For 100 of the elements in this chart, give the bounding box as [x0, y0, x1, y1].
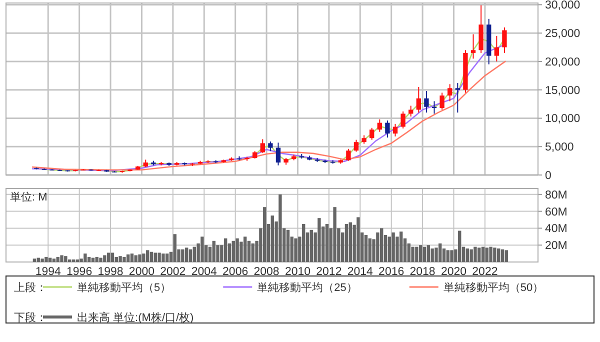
bar: [368, 238, 372, 262]
bar: [110, 252, 114, 262]
x-tick-label: 2006: [222, 266, 248, 278]
legend-title: 上段：: [14, 281, 47, 294]
bar: [400, 232, 403, 262]
bar: [162, 254, 165, 262]
candlestick: [408, 105, 414, 118]
candlestick: [377, 118, 382, 132]
bar: [450, 250, 454, 262]
bar: [106, 252, 110, 262]
bar: [154, 252, 157, 262]
bar: [99, 258, 102, 262]
bar: [325, 224, 329, 262]
bar: [422, 246, 426, 262]
y-tick-label: 80M: [545, 189, 568, 202]
x-tick-label: 1996: [66, 266, 92, 278]
y-tick-label: 60M: [545, 206, 568, 218]
x-tick-label: 2020: [440, 266, 467, 278]
candlestick: [392, 123, 398, 137]
annotation: 単位: M: [10, 192, 48, 204]
bar: [430, 248, 434, 262]
bar: [302, 224, 306, 262]
candlestick: [494, 35, 499, 62]
x-tick-label: 2004: [191, 266, 218, 278]
y-tick-label: 20,000: [545, 56, 580, 68]
bar: [415, 246, 418, 262]
bar: [173, 234, 176, 262]
bar: [181, 249, 184, 262]
bar: [392, 232, 395, 262]
candlestick: [385, 120, 390, 138]
legend-title: 下段：: [14, 312, 47, 324]
bar: [130, 254, 134, 262]
bar: [87, 256, 91, 262]
bar: [493, 248, 496, 262]
bar: [212, 240, 216, 262]
bar: [158, 252, 161, 262]
bar: [318, 218, 321, 262]
bar: [118, 256, 122, 262]
bar: [426, 245, 430, 262]
bar: [165, 254, 169, 262]
bar: [142, 254, 146, 262]
bar: [438, 243, 442, 262]
bar: [474, 246, 477, 262]
bar: [76, 259, 79, 262]
candlestick: [455, 82, 460, 114]
candlestick: [440, 92, 444, 110]
bar: [134, 255, 138, 262]
bar: [458, 230, 462, 262]
bar: [122, 256, 126, 262]
bar: [286, 230, 290, 262]
bar: [504, 250, 508, 262]
bar: [224, 238, 228, 262]
x-tick-label: 2002: [160, 266, 186, 278]
bar: [243, 236, 247, 262]
bar: [497, 248, 500, 262]
candlestick: [424, 90, 429, 114]
legend-label: 単純移動平均（25）: [257, 282, 358, 294]
y-tick-label: 0: [545, 170, 552, 182]
bar: [262, 207, 266, 262]
legend-label: 単純移動平均（50）: [443, 282, 544, 294]
bar: [333, 207, 336, 262]
bar: [356, 217, 360, 262]
bar: [500, 249, 504, 262]
y-tick-label: 5,000: [545, 142, 574, 154]
x-tick-label: 2010: [284, 266, 311, 278]
bar: [419, 245, 422, 262]
bar: [380, 228, 384, 262]
bar: [388, 236, 391, 262]
bar: [376, 232, 380, 262]
bar: [344, 224, 348, 262]
bar: [200, 236, 204, 262]
bar: [294, 238, 298, 262]
bar: [32, 258, 36, 262]
candlestick: [470, 34, 476, 60]
bar: [146, 250, 150, 262]
bar: [84, 254, 87, 262]
bar: [64, 256, 68, 262]
x-tick-label: 2016: [378, 266, 404, 278]
bar: [247, 240, 251, 262]
bar: [150, 252, 154, 262]
y-tick-label: 30,000: [545, 0, 580, 12]
bar: [251, 243, 254, 262]
bar: [236, 238, 239, 262]
bar: [72, 259, 76, 262]
x-tick-label: 2014: [347, 266, 374, 278]
bar: [52, 258, 56, 262]
candlestick: [346, 148, 351, 162]
bar: [434, 248, 438, 262]
bar: [126, 254, 130, 262]
bar: [60, 255, 64, 262]
bar: [44, 256, 48, 262]
bar: [411, 246, 414, 262]
candlestick: [260, 138, 265, 154]
candlestick: [416, 86, 421, 114]
y-tick-label: 40M: [545, 223, 568, 236]
bar: [40, 258, 44, 262]
bar: [478, 248, 481, 262]
bar: [232, 240, 235, 262]
bar: [103, 255, 106, 262]
bar: [114, 256, 118, 262]
